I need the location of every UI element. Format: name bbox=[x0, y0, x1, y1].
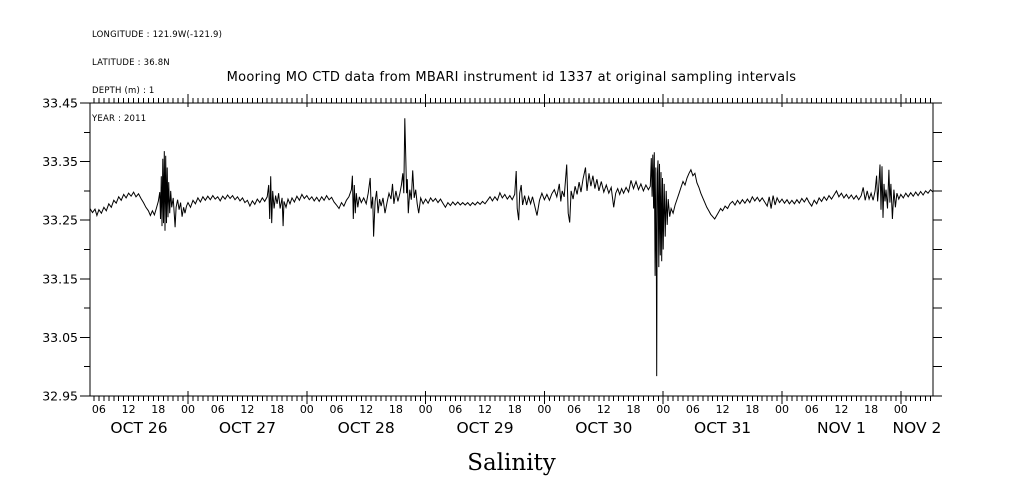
x-hour-label: 12 bbox=[240, 403, 254, 416]
x-hour-label: 18 bbox=[270, 403, 284, 416]
x-hour-label: 12 bbox=[359, 403, 373, 416]
metadata-latitude: LATITUDE : 36.8N bbox=[92, 58, 170, 69]
x-hour-label: 18 bbox=[508, 403, 522, 416]
y-tick-label: 33.25 bbox=[42, 213, 78, 228]
salinity-data-line bbox=[89, 118, 934, 377]
x-hour-label: 00 bbox=[537, 403, 551, 416]
y-tick-label: 33.15 bbox=[42, 271, 78, 286]
x-hour-label: 06 bbox=[686, 403, 700, 416]
x-hour-label: 06 bbox=[567, 403, 581, 416]
x-hour-label: 06 bbox=[448, 403, 462, 416]
x-hour-label: 18 bbox=[389, 403, 403, 416]
y-tick-label: 33.05 bbox=[42, 330, 78, 345]
x-hour-label: 06 bbox=[211, 403, 225, 416]
x-date-label: OCT 28 bbox=[338, 419, 395, 437]
x-hour-label: 00 bbox=[300, 403, 314, 416]
x-hour-label: 18 bbox=[864, 403, 878, 416]
plot-title: Mooring MO CTD data from MBARI instrumen… bbox=[226, 70, 797, 85]
x-hour-label: 12 bbox=[478, 403, 492, 416]
x-hour-label: 12 bbox=[716, 403, 730, 416]
plot-frame bbox=[89, 102, 934, 397]
x-hour-label: 00 bbox=[775, 403, 789, 416]
x-hour-label: 06 bbox=[805, 403, 819, 416]
x-date-label: NOV 2 bbox=[892, 419, 941, 437]
y-tick-label: 33.45 bbox=[42, 96, 78, 111]
x-hour-label: 00 bbox=[181, 403, 195, 416]
x-hour-label: 12 bbox=[597, 403, 611, 416]
x-date-label: OCT 29 bbox=[456, 419, 513, 437]
x-hour-label: 12 bbox=[122, 403, 136, 416]
x-hour-label: 00 bbox=[419, 403, 433, 416]
x-hour-label: 12 bbox=[834, 403, 848, 416]
x-hour-label: 06 bbox=[92, 403, 106, 416]
x-date-label: OCT 26 bbox=[110, 419, 167, 437]
x-hour-label: 18 bbox=[745, 403, 759, 416]
y-tick-label: 33.35 bbox=[42, 154, 78, 169]
x-hour-label: 18 bbox=[627, 403, 641, 416]
x-date-label: OCT 30 bbox=[575, 419, 632, 437]
x-date-label: OCT 31 bbox=[694, 419, 751, 437]
x-hour-label: 18 bbox=[151, 403, 165, 416]
metadata-longitude: LONGITUDE : 121.9W(-121.9) bbox=[92, 29, 223, 40]
x-hour-label: 00 bbox=[656, 403, 670, 416]
x-date-label: NOV 1 bbox=[817, 419, 866, 437]
x-axis-variable-label: Salinity bbox=[467, 450, 556, 476]
y-tick-label: 32.95 bbox=[42, 389, 78, 404]
metadata-block: LONGITUDE : 121.9W(-121.9) LATITUDE : 36… bbox=[92, 12, 222, 144]
x-hour-label: 00 bbox=[894, 403, 908, 416]
metadata-year: YEAR : 2011 bbox=[92, 114, 147, 125]
metadata-depth: DEPTH (m) : 1 bbox=[92, 86, 155, 97]
x-hour-label: 06 bbox=[330, 403, 344, 416]
x-date-label: OCT 27 bbox=[219, 419, 276, 437]
